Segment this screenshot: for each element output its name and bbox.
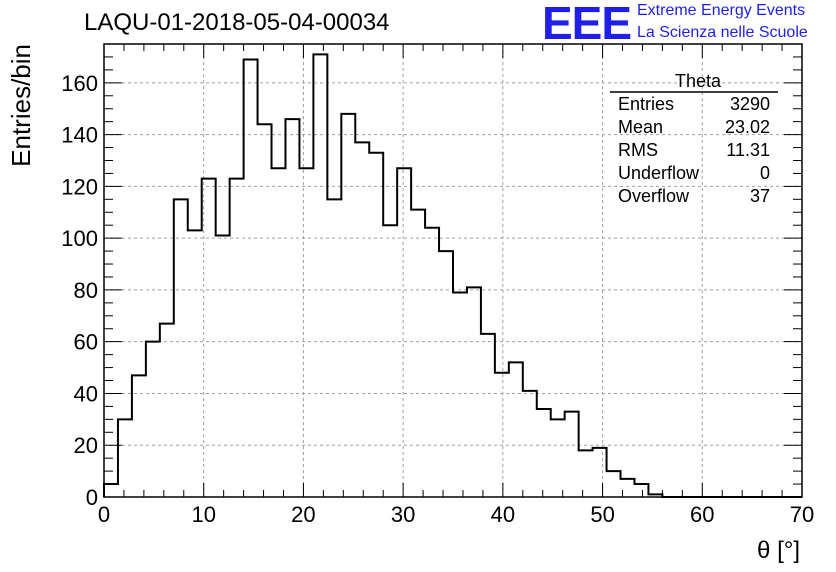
x-tick-label: 20 <box>291 502 315 527</box>
plot-border <box>103 43 803 498</box>
x-tick-label: 60 <box>690 502 714 527</box>
axis-ticks <box>103 43 803 498</box>
x-tick-label: 10 <box>191 502 215 527</box>
stats-row-value: 0 <box>760 163 770 183</box>
x-tick-label: 30 <box>391 502 415 527</box>
logo-text-line2: La Scienza nelle Scuole <box>637 24 808 41</box>
y-tick-label: 140 <box>61 123 98 148</box>
stats-row-value: 3290 <box>730 94 770 114</box>
x-axis-label: θ [°] <box>757 537 800 564</box>
stats-row-label: Overflow <box>618 186 690 206</box>
y-tick-label: 160 <box>61 71 98 96</box>
histogram-series <box>103 53 802 498</box>
x-tick-label: 70 <box>790 502 814 527</box>
y-tick-label: 100 <box>61 226 98 251</box>
y-tick-label: 20 <box>74 433 98 458</box>
stats-row-label: Underflow <box>618 163 700 183</box>
y-tick-label: 80 <box>74 278 98 303</box>
stats-title: Theta <box>675 71 722 91</box>
stats-row-label: Entries <box>618 94 674 114</box>
stats-row-value: 37 <box>750 186 770 206</box>
x-tick-label: 40 <box>491 502 515 527</box>
x-tick-label: 0 <box>98 502 110 527</box>
stats-row-label: Mean <box>618 117 663 137</box>
plot-frame <box>103 43 803 498</box>
y-tick-label: 60 <box>74 330 98 355</box>
eee-logo: EEE <box>542 0 632 49</box>
logo-text-line1: Extreme Energy Events <box>637 2 806 19</box>
stats-row-value: 11.31 <box>726 140 770 160</box>
tick-labels: 0 10 20 30 40 50 60 70 0 20 40 60 80 100 120 140 160 <box>61 71 814 527</box>
histogram-line <box>103 53 802 498</box>
y-tick-label: 0 <box>86 485 98 510</box>
x-tick-label: 50 <box>590 502 614 527</box>
y-tick-label: 40 <box>74 381 98 406</box>
y-tick-label: 120 <box>61 174 98 199</box>
stats-row-value: 23.02 <box>725 117 770 137</box>
stats-row-label: RMS <box>618 140 658 160</box>
y-axis-label: Entries/bin <box>6 44 36 167</box>
chart-title: LAQU-01-2018-05-04-00034 <box>84 9 390 36</box>
